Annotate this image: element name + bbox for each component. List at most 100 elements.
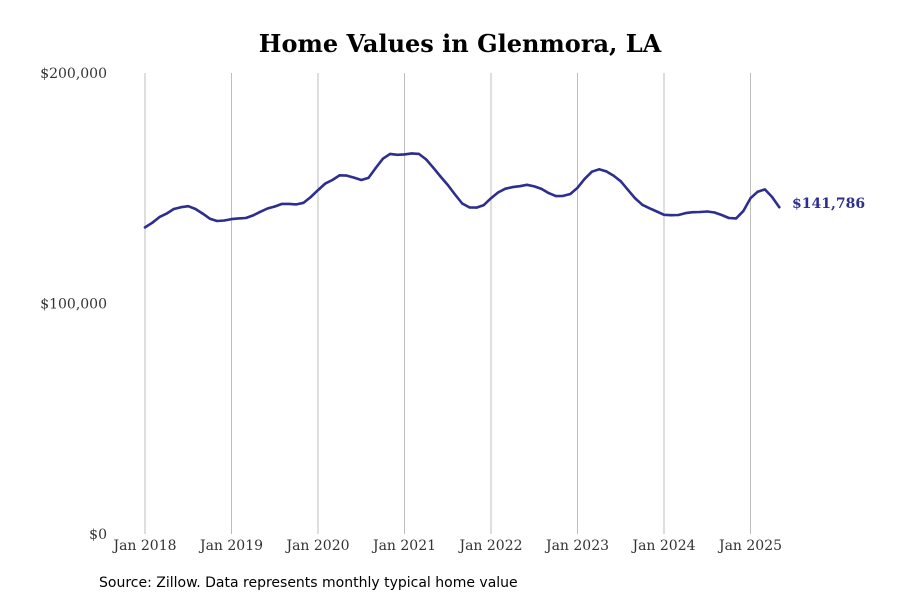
data-point: [259, 210, 262, 213]
data-point: [295, 203, 298, 206]
data-point: [266, 207, 269, 210]
data-point: [309, 195, 312, 199]
x-tick-label: Jan 2019: [198, 538, 263, 554]
data-point: [215, 219, 219, 223]
data-point: [316, 188, 320, 192]
data-point: [194, 207, 197, 211]
data-point: [460, 202, 464, 205]
data-point: [684, 211, 687, 215]
data-point: [424, 158, 428, 161]
data-point: [439, 175, 442, 178]
grid-lines: [144, 73, 751, 534]
data-point: [417, 152, 421, 156]
data-point: [742, 209, 745, 213]
data-point: [706, 210, 709, 213]
series-points: [143, 152, 781, 229]
data-point: [237, 217, 240, 220]
data-point: [338, 174, 341, 177]
data-point: [561, 194, 565, 198]
data-point: [432, 166, 435, 169]
data-point: [367, 176, 370, 180]
data-point: [158, 215, 161, 219]
data-point: [489, 196, 493, 200]
data-point: [331, 178, 334, 182]
data-point: [244, 216, 248, 220]
data-point: [734, 217, 738, 220]
data-point: [547, 191, 550, 195]
data-point: [597, 168, 601, 171]
data-point: [201, 212, 204, 215]
data-point: [583, 177, 586, 180]
data-point: [691, 211, 695, 214]
y-tick-label: $0: [89, 527, 107, 543]
data-point: [453, 193, 457, 196]
data-point: [403, 153, 406, 156]
data-point: [446, 183, 449, 187]
data-point: [590, 170, 594, 173]
y-tick-label: $100,000: [40, 297, 107, 313]
data-point: [388, 152, 392, 156]
data-point: [569, 192, 572, 196]
data-point: [251, 214, 255, 217]
data-point: [713, 211, 716, 214]
x-tick-label: Jan 2020: [284, 538, 349, 554]
data-point: [770, 195, 774, 199]
data-point: [165, 212, 168, 215]
data-point: [208, 217, 212, 220]
data-point: [374, 166, 377, 170]
data-point: [179, 205, 183, 209]
x-tick-label: Jan 2022: [457, 538, 522, 554]
source-note: Source: Zillow. Data represents monthly …: [99, 575, 518, 591]
data-point: [497, 191, 500, 194]
x-axis-ticks: Jan 2018 Jan 2019 Jan 2020 Jan 2021 Jan 2022…: [111, 538, 782, 554]
data-point: [576, 186, 579, 189]
data-point: [518, 184, 522, 188]
data-point: [273, 205, 276, 208]
data-point: [633, 197, 637, 200]
data-point: [670, 214, 673, 217]
data-point: [223, 219, 226, 222]
data-point: [410, 152, 413, 155]
data-point: [677, 213, 680, 217]
data-point: [511, 185, 514, 189]
data-point: [778, 205, 781, 209]
data-point: [324, 182, 327, 185]
data-point: [230, 217, 233, 221]
data-point: [533, 185, 536, 188]
y-axis-ticks: $0 $100,000 $200,000: [40, 66, 107, 543]
x-tick-label: Jan 2025: [717, 538, 782, 554]
data-point: [749, 196, 752, 200]
latest-value-label: $141,786: [792, 196, 865, 212]
x-tick-label: Jan 2024: [630, 538, 695, 554]
data-point: [345, 174, 349, 177]
data-point: [763, 188, 767, 191]
data-point: [540, 187, 543, 191]
data-point: [720, 213, 723, 217]
data-point: [360, 178, 363, 182]
data-point: [396, 153, 399, 157]
data-point: [187, 205, 190, 208]
data-point: [151, 221, 154, 225]
x-tick-label: Jan 2023: [544, 538, 609, 554]
data-point: [352, 176, 356, 179]
data-point: [662, 213, 666, 216]
data-point: [468, 206, 471, 209]
data-point: [504, 187, 507, 190]
data-point: [475, 206, 478, 209]
chart-title: Home Values in Glenmora, LA: [259, 29, 662, 58]
data-point: [648, 207, 651, 210]
data-point: [698, 210, 702, 214]
data-point: [626, 188, 630, 192]
data-point: [172, 207, 176, 211]
data-point: [641, 203, 644, 207]
data-point: [612, 174, 615, 177]
data-point: [302, 201, 305, 204]
data-point: [482, 203, 485, 207]
y-tick-label: $200,000: [40, 66, 107, 82]
data-point: [381, 157, 385, 160]
data-point: [756, 190, 759, 193]
data-point: [605, 170, 608, 173]
home-value-series-line: [143, 152, 781, 229]
data-point: [280, 202, 284, 206]
